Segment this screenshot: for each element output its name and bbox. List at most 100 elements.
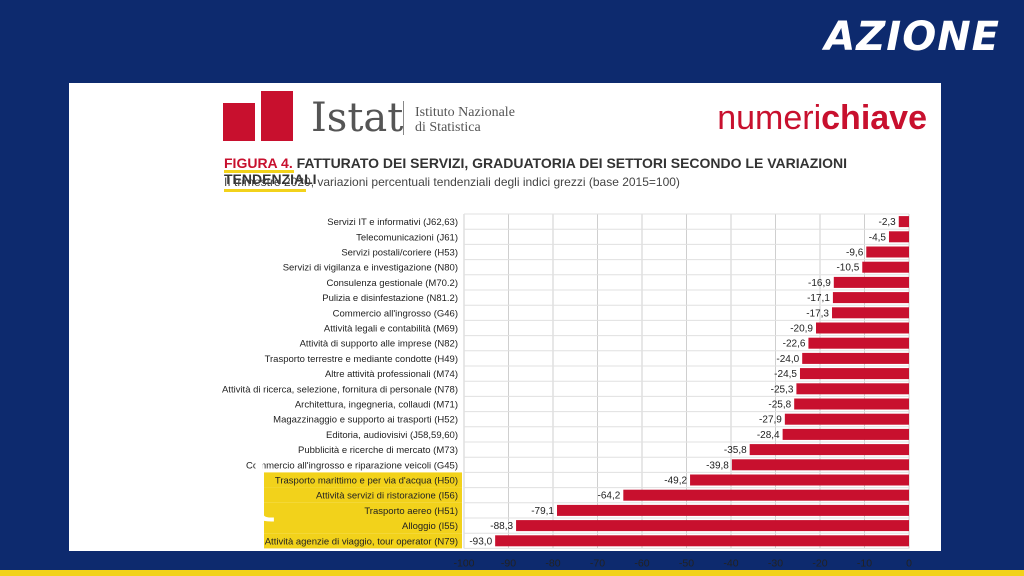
category-label: Servizi postali/coriere (H53) <box>341 248 458 259</box>
highlight-band <box>264 472 462 488</box>
subtitle-highlight <box>224 189 306 192</box>
highlight-band <box>264 502 462 518</box>
highlight-band <box>264 533 462 549</box>
category-label: Architettura, ingegneria, collaudi (M71) <box>295 400 458 411</box>
numerichiave-logo: numerichiave <box>717 99 927 138</box>
x-tick-label: -30 <box>768 557 783 569</box>
category-label: Alloggio (I55) <box>402 521 458 532</box>
bar <box>862 261 909 273</box>
value-label: -17,3 <box>806 308 829 319</box>
figure-number: FIGURA 4. <box>224 155 293 171</box>
x-tick-label: -50 <box>679 557 694 569</box>
bar <box>866 246 909 258</box>
category-label: Consulenza gestionale (M70.2) <box>327 278 459 289</box>
bar <box>794 398 909 410</box>
value-label: -16,9 <box>808 278 831 289</box>
istat-subtitle: Istituto Nazionale di Statistica <box>415 105 535 135</box>
category-label: Telecomunicazioni (J61) <box>356 232 458 243</box>
bar <box>796 383 909 395</box>
x-tick-label: -40 <box>723 557 738 569</box>
value-label: -4,5 <box>869 232 887 243</box>
bar <box>833 276 909 288</box>
value-label: -22,6 <box>783 339 806 350</box>
category-label: Trasporto terrestre e mediante condotte … <box>265 354 458 365</box>
bar <box>516 520 909 532</box>
x-tick-label: -60 <box>634 557 649 569</box>
category-label: Editoria, audiovisivi (J58,59,60) <box>326 430 458 441</box>
bar <box>495 535 909 547</box>
bar <box>832 292 909 304</box>
value-label: -24,5 <box>774 369 797 380</box>
figure-title: FIGURA 4. FATTURATO DEI SERVIZI, GRADUAT… <box>224 155 941 187</box>
category-label: Servizi di vigilanza e investigazione (N… <box>283 263 458 274</box>
figure-title-text: FATTURATO DEI SERVIZI, GRADUATORIA DEI S… <box>224 155 848 187</box>
x-tick-label: -20 <box>812 557 827 569</box>
value-label: -93,0 <box>469 536 492 547</box>
category-label: Commercio all'ingrosso (G46) <box>333 308 458 319</box>
x-tick-label: -10 <box>857 557 872 569</box>
x-tick-label: 0 <box>906 557 912 569</box>
category-label: Pubblicità e ricerche di mercato (M73) <box>298 445 458 456</box>
bar <box>731 459 909 471</box>
value-label: -79,1 <box>531 506 554 517</box>
bar <box>782 428 909 440</box>
category-label: Attività agenzie di viaggio, tour operat… <box>265 536 458 547</box>
turismo-brace: { <box>234 438 284 528</box>
highlight-band <box>264 518 462 534</box>
category-label: Trasporto marittimo e per via d'acqua (H… <box>275 476 458 487</box>
value-label: -35,8 <box>724 445 747 456</box>
istat-mark-icon <box>223 91 293 141</box>
bar <box>784 413 909 425</box>
category-label: Altre attività professionali (M74) <box>325 369 458 380</box>
bar <box>888 231 909 243</box>
turismo-label: TURISMO <box>80 468 237 503</box>
chart-card: Istat Istituto Nazionale di Statistica n… <box>69 83 941 551</box>
bar <box>623 489 909 501</box>
bar <box>832 307 909 319</box>
bar <box>808 337 909 349</box>
value-label: -25,8 <box>768 400 791 411</box>
category-label: Attività legali e contabilità (M69) <box>324 324 458 335</box>
category-label: Attività di ricerca, selezione, fornitur… <box>222 384 458 395</box>
value-label: -20,9 <box>790 324 813 335</box>
bar <box>749 444 909 456</box>
value-label: -25,3 <box>771 384 794 395</box>
istat-subtitle-line1: Istituto Nazionale <box>415 105 515 120</box>
bar <box>802 352 909 364</box>
category-label: Pulizia e disinfestazione (N81.2) <box>322 293 458 304</box>
value-label: -24,0 <box>776 354 799 365</box>
category-label: Magazzinaggio e supporto ai trasporti (H… <box>273 415 458 426</box>
bar <box>815 322 909 334</box>
value-label: -2,3 <box>879 217 897 228</box>
bar <box>690 474 909 486</box>
numerichiave-part1: numeri <box>717 99 822 137</box>
x-tick-label: -100 <box>453 557 474 569</box>
istat-divider <box>403 101 404 135</box>
figure-subtitle: II trimestre 2020, variazioni percentual… <box>224 175 680 189</box>
bar <box>799 368 909 380</box>
istat-logo: Istat Istituto Nazionale di Statistica <box>223 91 533 143</box>
bar <box>898 216 909 228</box>
x-tick-label: -90 <box>501 557 516 569</box>
category-label: Commercio all'ingrosso e riparazione vei… <box>246 460 458 471</box>
value-label: -39,8 <box>706 460 729 471</box>
category-label: Attività di supporto alle imprese (N82) <box>300 339 458 350</box>
bottom-yellow-band <box>0 570 1024 576</box>
value-label: -49,2 <box>664 476 687 487</box>
category-label: Attività servizi di ristorazione (I56) <box>316 491 458 502</box>
istat-wordmark: Istat <box>311 95 404 141</box>
numerichiave-part2: chiave <box>821 99 927 137</box>
value-label: -17,1 <box>807 293 830 304</box>
value-label: -28,4 <box>757 430 780 441</box>
category-label: Servizi IT e informativi (J62,63) <box>327 217 458 228</box>
x-tick-label: -80 <box>545 557 560 569</box>
highlight-band <box>264 487 462 503</box>
value-label: -88,3 <box>490 521 513 532</box>
value-label: -27,9 <box>759 415 782 426</box>
x-tick-label: -70 <box>590 557 605 569</box>
title-highlight <box>224 170 294 173</box>
value-label: -64,2 <box>598 491 621 502</box>
category-label: Trasporto aereo (H51) <box>364 506 458 517</box>
istat-subtitle-line2: di Statistica <box>415 120 481 135</box>
